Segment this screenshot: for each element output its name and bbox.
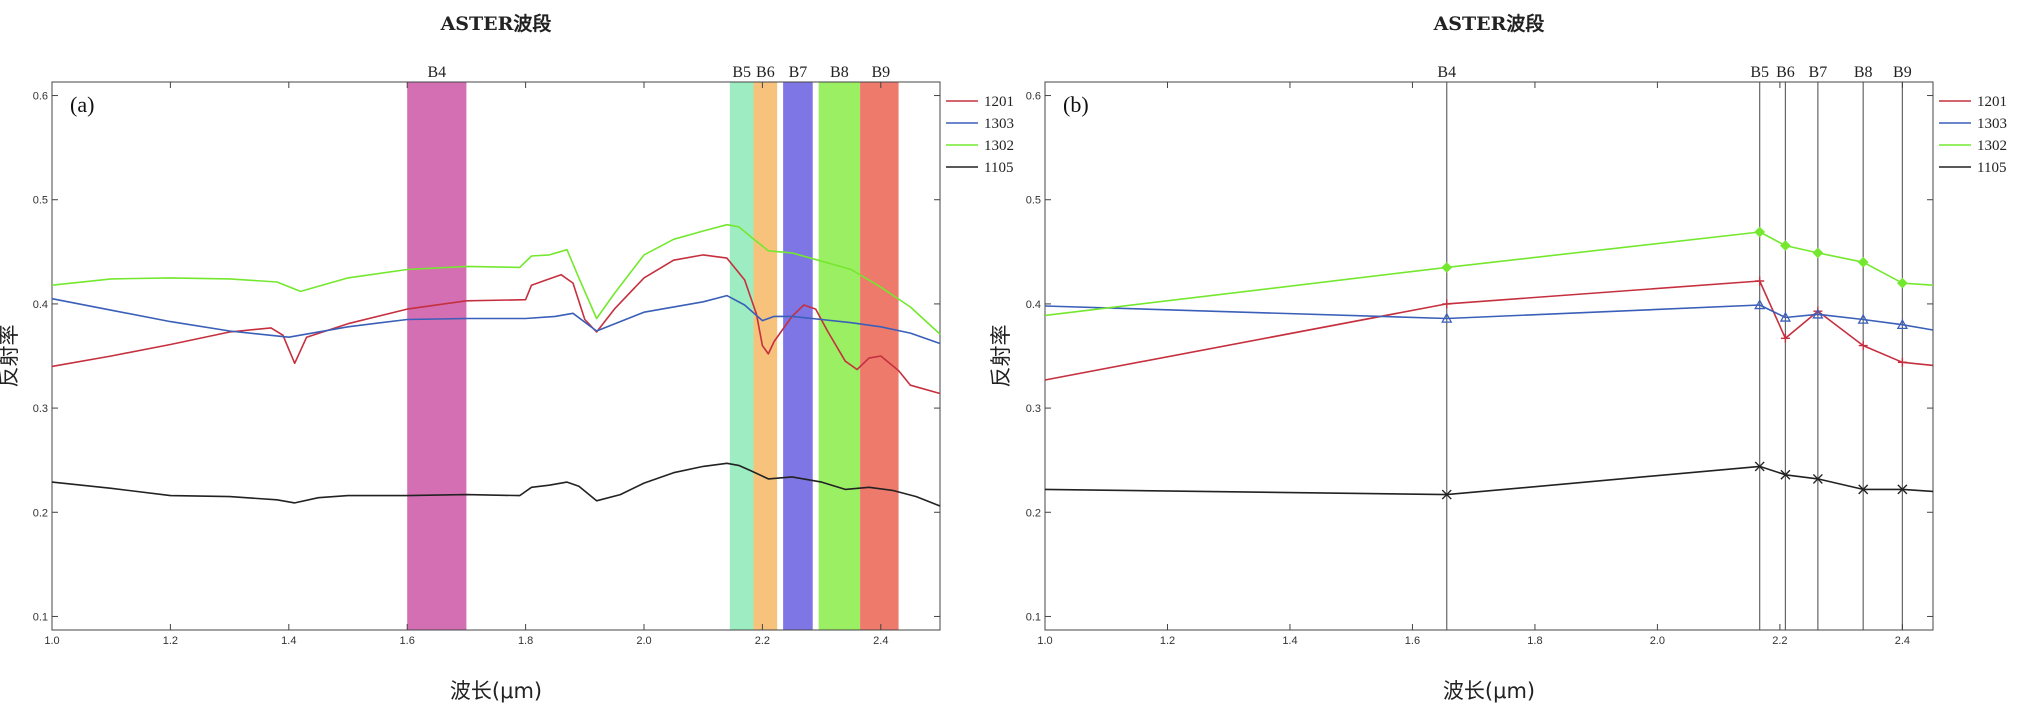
x-tick-label: 1.8 <box>1527 635 1542 647</box>
marker-1201 <box>1780 333 1790 343</box>
band-label-b5: B5 <box>732 64 751 81</box>
y-tick-label: 0.2 <box>33 507 48 519</box>
band-label-b4: B4 <box>1437 64 1456 81</box>
y-tick-label: 0.3 <box>1026 403 1041 415</box>
marker-1302 <box>1857 256 1869 268</box>
band-label-b9: B9 <box>1893 64 1912 81</box>
y-tick-label: 0.3 <box>33 403 48 415</box>
series-line-1201 <box>1044 280 1934 381</box>
band-label-b9: B9 <box>871 64 890 81</box>
marker-1302 <box>1441 262 1453 273</box>
marker-1105 <box>1858 484 1869 495</box>
marker-1303 <box>1754 299 1766 310</box>
marker-1303 <box>1812 308 1824 319</box>
series-line-1105 <box>1044 465 1934 496</box>
series-line-1302 <box>1044 231 1934 317</box>
panel-label: (a) <box>70 92 94 117</box>
y-tick-label: 0.6 <box>33 91 48 103</box>
legend-label-1302: 1302 <box>1977 138 2007 154</box>
x-tick-label: 2.4 <box>1895 635 1910 647</box>
band-region-b4 <box>407 82 467 630</box>
x-tick-label: 1.8 <box>518 635 533 647</box>
marker-1105 <box>1780 469 1791 480</box>
marker-1201 <box>1858 341 1868 351</box>
marker-1302 <box>1780 240 1791 251</box>
series-line-1302 <box>51 223 941 335</box>
x-tick-label: 1.0 <box>44 635 59 647</box>
band-label-b7: B7 <box>1809 64 1828 81</box>
marker-1303 <box>1779 311 1792 322</box>
band-region-b7 <box>783 82 813 630</box>
y-tick-label: 0.6 <box>1026 91 1041 103</box>
marker-1201 <box>1442 299 1452 309</box>
x-tick-label: 1.4 <box>281 635 296 647</box>
marker-1303 <box>1896 318 1908 329</box>
marker-1302 <box>1812 247 1824 259</box>
series-line-1303 <box>51 294 941 345</box>
x-tick-label: 1.4 <box>1282 635 1297 647</box>
legend-label-1201: 1201 <box>984 94 1014 110</box>
y-tick-label: 0.1 <box>33 611 48 623</box>
series-line-1201 <box>51 254 941 395</box>
marker-1302 <box>1754 226 1766 238</box>
legend-label-1201: 1201 <box>1977 94 2007 110</box>
y-tick-label: 0.1 <box>1026 611 1041 623</box>
y-tick-label: 0.4 <box>33 299 48 311</box>
x-tick-label: 2.0 <box>1650 635 1665 647</box>
chart-panel-a: ASTER波段 0.1 0.2 0.3 0.4 0.5 0.6 1.0 1.2 1.4 1.6 1.8… <box>0 12 1014 703</box>
band-label-b7: B7 <box>789 64 808 81</box>
band-label-b6: B6 <box>756 64 775 81</box>
band-region-b6 <box>753 82 778 630</box>
band-label-b8: B8 <box>1854 64 1873 81</box>
marker-1302 <box>1897 277 1908 289</box>
marker-1105 <box>1897 484 1908 495</box>
y-axis-label: 反射率 <box>0 325 21 388</box>
x-tick-label: 2.0 <box>636 635 651 647</box>
x-tick-label: 2.2 <box>755 635 770 647</box>
legend-label-1105: 1105 <box>1977 160 2006 176</box>
y-tick-label: 0.2 <box>1026 507 1041 519</box>
x-tick-label: 1.2 <box>1160 635 1175 647</box>
plot-frame <box>1044 81 1934 631</box>
panel-label: (b) <box>1063 92 1089 117</box>
y-axis-label: 反射率 <box>989 325 1013 388</box>
legend-label-1303: 1303 <box>984 116 1014 132</box>
band-label-b4: B4 <box>427 64 446 81</box>
marker-1201 <box>1755 276 1765 286</box>
legend-label-1303: 1303 <box>1977 116 2007 132</box>
series-line-1105 <box>51 462 941 507</box>
x-axis-label: 波长(μm) <box>1443 679 1535 703</box>
x-tick-label: 1.2 <box>163 635 178 647</box>
marker-1303 <box>1441 312 1453 323</box>
plot-area <box>1045 82 1933 630</box>
legend-label-1105: 1105 <box>984 160 1013 176</box>
x-axis-label: 波长(μm) <box>450 679 542 703</box>
y-tick-label: 0.5 <box>33 195 48 207</box>
legend-label-1302: 1302 <box>984 138 1014 154</box>
band-label-b6: B6 <box>1776 64 1795 81</box>
marker-1105 <box>1812 473 1823 484</box>
band-label-b5: B5 <box>1750 64 1769 81</box>
y-tick-label: 0.5 <box>1026 195 1041 207</box>
x-tick-label: 1.6 <box>400 635 415 647</box>
band-region-b5 <box>729 82 754 630</box>
plot-frame <box>51 81 941 631</box>
x-tick-label: 2.4 <box>873 635 888 647</box>
marker-1105 <box>1441 489 1452 500</box>
chart-panel-b: ASTER波段 0.1 0.2 0.3 0.4 0.5 0.6 1.0 1.2 1.4 1.6 1.8… <box>989 12 2007 703</box>
y-tick-label: 0.4 <box>1026 299 1041 311</box>
marker-1105 <box>1754 461 1765 472</box>
chart-title: ASTER波段 <box>1433 12 1546 35</box>
chart-title: ASTER波段 <box>440 12 553 35</box>
marker-1201 <box>1897 357 1907 367</box>
x-tick-label: 1.0 <box>1037 635 1052 647</box>
band-region-b8 <box>818 82 861 630</box>
x-tick-label: 1.6 <box>1405 635 1420 647</box>
band-label-b8: B8 <box>830 64 849 81</box>
x-tick-label: 2.2 <box>1772 635 1787 647</box>
marker-1303 <box>1857 313 1869 324</box>
series-line-1303 <box>1044 304 1934 331</box>
